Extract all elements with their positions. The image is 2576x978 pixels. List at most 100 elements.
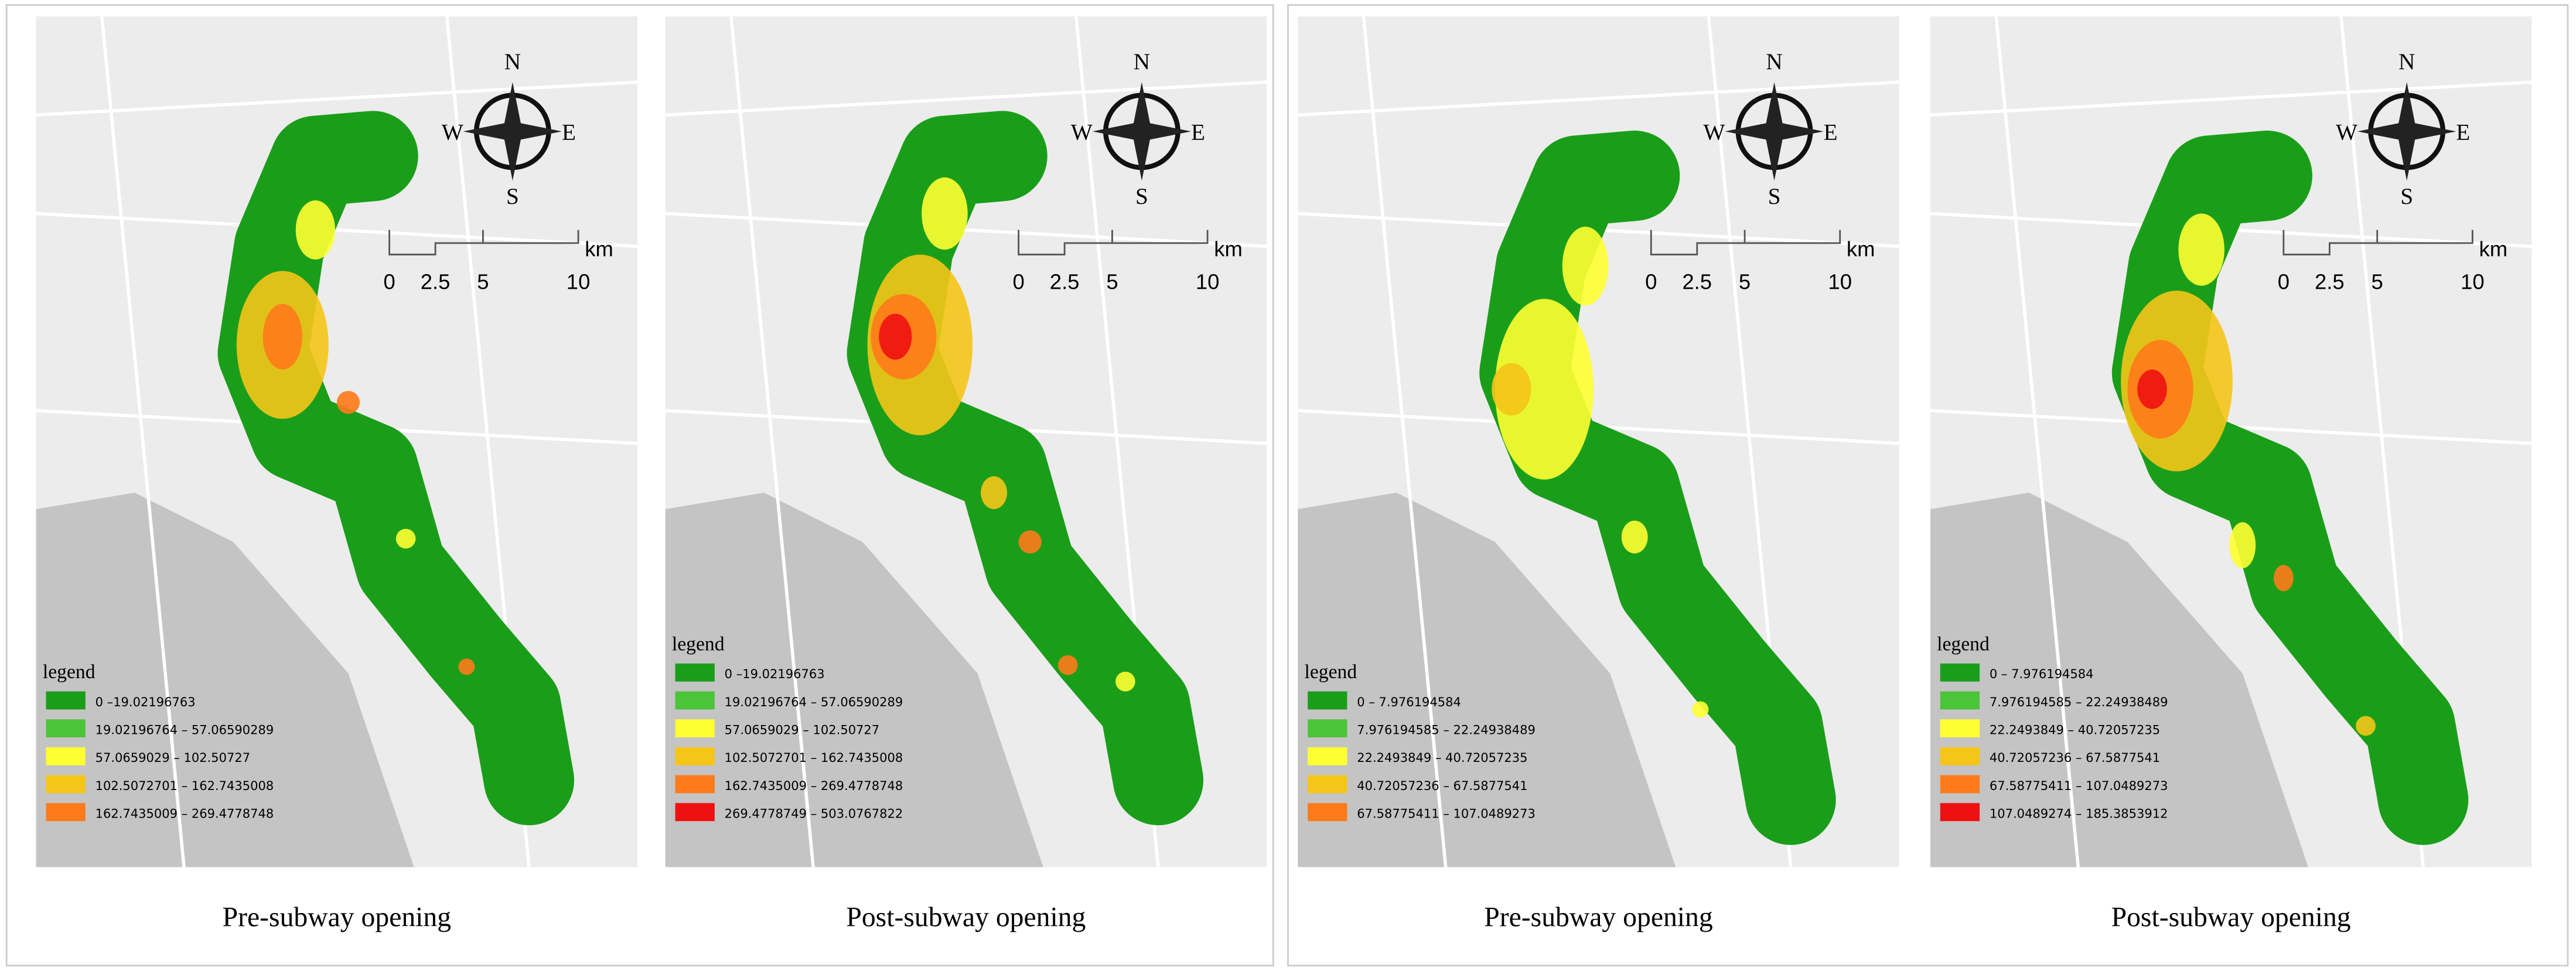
- scale-label: 0: [1012, 270, 1024, 294]
- legend-label: 269.4778749 – 503.0767822: [725, 806, 903, 821]
- panel-caption: Post-subway opening: [846, 902, 1086, 933]
- compass-label: E: [1191, 119, 1205, 145]
- legend-label: 22.2493849 – 40.72057235: [1357, 750, 1527, 765]
- scale-label: 0: [383, 270, 395, 294]
- compass-label: S: [2400, 184, 2413, 209]
- scale-label: 5: [1106, 270, 1118, 294]
- legend-swatch: [675, 747, 715, 765]
- legend-swatch: [46, 775, 86, 794]
- legend-label: 40.72057236 – 67.5877541: [1990, 750, 2160, 765]
- legend-label: 0 –19.02196763: [95, 695, 196, 709]
- hotspot: [879, 313, 912, 360]
- scale-label: 5: [1739, 270, 1751, 294]
- legend-label: 0 –19.02196763: [725, 666, 825, 681]
- scale-label: 10: [1828, 270, 1852, 294]
- scale-bar: [1650, 230, 1841, 256]
- hotspot: [1621, 520, 1648, 554]
- legend-label: 57.0659029 – 102.50727: [725, 723, 880, 737]
- legend-swatch: [46, 719, 86, 738]
- scale-label: 0: [1645, 270, 1657, 294]
- hotspot: [2137, 369, 2167, 409]
- scale-label: 10: [567, 270, 591, 294]
- scale-label: 5: [2372, 270, 2383, 294]
- frame-left: [5, 4, 1274, 967]
- legend-label: 67.58775411 – 107.0489273: [1990, 778, 2168, 793]
- water: [665, 493, 1043, 867]
- panel-caption: Post-subway opening: [2111, 902, 2351, 933]
- panel-caption: Pre-subway opening: [1484, 902, 1712, 933]
- legend-swatch: [46, 747, 86, 765]
- hotspot-band: [217, 111, 575, 826]
- hotspot: [981, 476, 1007, 509]
- hotspot: [458, 658, 475, 675]
- compass-label: E: [2456, 119, 2470, 145]
- legend-label: 19.02196764 – 57.06590289: [95, 723, 274, 737]
- hotspot: [1692, 701, 1709, 718]
- legend-label: 107.0489274 – 185.3853912: [1990, 806, 2168, 821]
- compass-label: E: [1824, 119, 1838, 145]
- hotspot: [922, 177, 968, 250]
- scale-unit: km: [1214, 237, 1243, 261]
- legend-swatch: [675, 803, 715, 822]
- scale-label: 2.5: [421, 270, 451, 294]
- compass-label: W: [442, 119, 463, 145]
- compass-label: N: [504, 49, 521, 74]
- compass-label: E: [562, 119, 576, 145]
- hotspot: [1018, 530, 1042, 554]
- legend-label: 102.5072701 – 162.7435008: [725, 750, 903, 765]
- hotspot: [1492, 363, 1531, 416]
- scale-unit: km: [585, 237, 613, 261]
- legend-swatch: [675, 719, 715, 738]
- legend-swatch: [1308, 719, 1347, 738]
- hotspot: [2229, 522, 2256, 569]
- hotspot: [2274, 565, 2294, 591]
- scale-bar: [2282, 230, 2473, 256]
- compass-star: [1092, 82, 1192, 181]
- compass-label: S: [506, 184, 519, 209]
- hotspot: [2178, 213, 2224, 286]
- compass-label: W: [1071, 119, 1093, 145]
- legend-label: 19.02196764 – 57.06590289: [725, 695, 903, 709]
- legend-swatch: [675, 775, 715, 794]
- compass-star: [1725, 82, 1824, 181]
- compass-label: S: [1768, 184, 1781, 209]
- scale-bar: [1018, 230, 1209, 256]
- legend-swatch: [46, 803, 86, 822]
- legend-label: 0 – 7.976194584: [1357, 695, 1461, 709]
- hotspot: [1057, 655, 1078, 675]
- hotspot: [1562, 227, 1609, 306]
- legend-swatch: [675, 663, 715, 682]
- legend-label: 67.58775411 – 107.0489273: [1357, 806, 1536, 821]
- compass-star: [463, 82, 562, 181]
- hotspot: [395, 529, 416, 549]
- compass-label: N: [1134, 49, 1150, 74]
- compass-star: [2357, 82, 2456, 181]
- legend-swatch: [1308, 747, 1347, 765]
- legend-title: legend: [672, 634, 725, 655]
- hotspot: [1115, 671, 1135, 692]
- scale-label: 2.5: [1682, 270, 1712, 294]
- legend-label: 162.7435009 – 269.4778748: [725, 778, 903, 793]
- legend-label: 102.5072701 – 162.7435008: [95, 778, 274, 793]
- legend-swatch: [1940, 775, 1980, 794]
- hotspot: [2356, 716, 2376, 736]
- hotspot: [262, 303, 302, 370]
- legend-label: 22.2493849 – 40.72057235: [1990, 723, 2160, 737]
- scale-label: 0: [2278, 270, 2290, 294]
- panel-caption: Pre-subway opening: [223, 902, 451, 933]
- legend-label: 40.72057236 – 67.5877541: [1357, 778, 1527, 793]
- water: [1298, 493, 1676, 867]
- water: [36, 493, 414, 867]
- legend-swatch: [1940, 803, 1980, 822]
- legend-swatch: [675, 691, 715, 710]
- scale-label: 2.5: [1050, 270, 1080, 294]
- legend-label: 7.976194585 – 22.24938489: [1357, 723, 1536, 737]
- compass-label: N: [2398, 49, 2415, 74]
- legend-swatch: [46, 691, 86, 710]
- hotspot-band: [1479, 130, 1836, 845]
